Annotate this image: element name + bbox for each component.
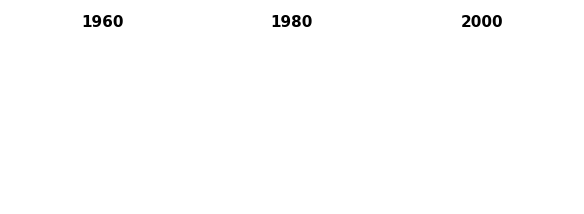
- Title: 1960: 1960: [81, 15, 124, 30]
- Title: 2000: 2000: [460, 15, 503, 30]
- Title: 1980: 1980: [271, 15, 313, 30]
